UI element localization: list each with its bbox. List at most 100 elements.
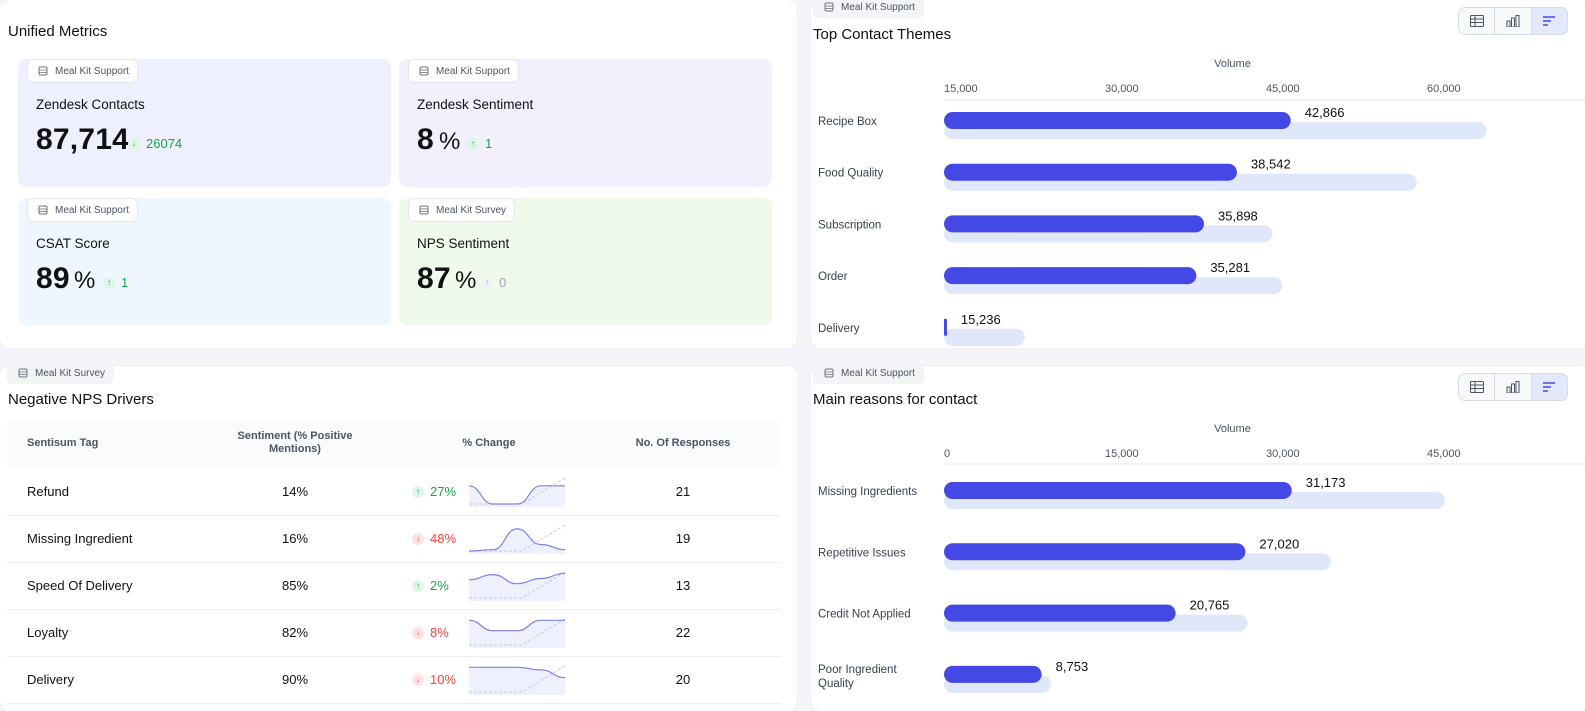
panel-title: Negative NPS Drivers	[8, 391, 154, 408]
sparkline-baseline	[469, 477, 565, 505]
change-value: 8%	[430, 625, 449, 640]
source-label: Meal Kit Support	[55, 65, 129, 77]
sparkline-line	[469, 528, 565, 552]
category-label: Poor Ingredient	[818, 664, 897, 676]
data-label: 27,020	[1259, 536, 1299, 551]
column-header-tag[interactable]: Sentisum Tag	[27, 437, 99, 449]
responses-cell: 22	[675, 625, 691, 640]
sparkline-line	[469, 485, 565, 505]
column-header-sentiment[interactable]: Sentiment (% Positive Mentions)	[237, 430, 353, 455]
arrow-up-icon: ↑	[412, 579, 424, 592]
source-badge[interactable]: Meal Kit Survey	[408, 198, 516, 222]
table-row[interactable]: Loyalty 82% ↓ 8% 22	[7, 610, 781, 657]
data-label: 15,236	[961, 312, 1001, 327]
table-row[interactable]: Speed Of Delivery 85% ↑ 2% 13	[7, 563, 781, 610]
metric-value: 87	[417, 262, 451, 295]
table-view-button[interactable]	[1459, 8, 1496, 34]
panel-title: Main reasons for contact	[813, 391, 978, 408]
table-row[interactable]: Delivery 90% ↓ 10% 20	[7, 657, 781, 704]
sentiment-cell: 16%	[281, 531, 309, 546]
metric-value: 8	[417, 123, 434, 156]
table-view-icon	[1469, 381, 1484, 393]
source-badge[interactable]: Meal Kit Support	[27, 59, 138, 83]
bar-chart-view-button[interactable]	[1495, 374, 1532, 400]
horizontal-bar-icon	[1543, 16, 1556, 26]
x-tick-label: 45,000	[1427, 448, 1461, 460]
view-toggle	[1458, 7, 1568, 35]
sentiment-cell: 82%	[281, 625, 309, 640]
source-label: Meal Kit Support	[55, 204, 129, 216]
bar-chart-view-button[interactable]	[1495, 8, 1532, 34]
database-icon	[18, 368, 28, 378]
category-label: Delivery	[818, 323, 860, 335]
table-row[interactable]: Refund 14% ↑ 27% 21	[7, 469, 781, 516]
unified-metrics-panel: Unified Metrics Meal Kit Support Zendesk…	[0, 0, 797, 348]
metric-unit: %	[455, 267, 477, 294]
x-axis-title: Volume	[1214, 58, 1251, 70]
value-bar	[944, 543, 1246, 561]
source-badge[interactable]: Meal Kit Support	[408, 59, 519, 83]
horizontal-bar-view-button[interactable]	[1531, 374, 1567, 400]
table-row[interactable]: Missing Ingredient 16% ↓ 48% 19	[7, 516, 781, 563]
arrow-up-icon: ↑	[481, 276, 493, 289]
source-label: Meal Kit Survey	[35, 367, 106, 379]
delta-value: 1	[485, 136, 493, 151]
source-badge[interactable]: Meal Kit Support	[813, 366, 924, 384]
change-value: 48%	[430, 531, 457, 546]
top-contact-themes-panel: Meal Kit Support Top Contact Themes Volu…	[811, 0, 1585, 348]
category-label: Subscription	[818, 219, 881, 231]
horizontal-bar-view-button[interactable]	[1531, 8, 1567, 34]
metric-delta: ↑ 0	[481, 275, 506, 290]
table-view-button[interactable]	[1459, 374, 1496, 400]
horizontal-bar-icon	[1543, 382, 1556, 392]
change-cell: ↑ 27%	[412, 484, 456, 499]
value-bar	[944, 215, 1205, 233]
category-label: Food Quality	[818, 168, 883, 180]
category-label: Repetitive Issues	[818, 547, 906, 559]
arrow-down-icon: ↓	[412, 673, 424, 686]
trend-sparkline	[469, 618, 565, 648]
tag-cell: Delivery	[27, 672, 74, 687]
metric-label: CSAT Score	[36, 236, 110, 251]
metric-card-zendesk-sentiment[interactable]: Meal Kit Support Zendesk Sentiment 8 % ↑…	[399, 59, 772, 187]
column-header-responses[interactable]: No. Of Responses	[635, 437, 731, 449]
database-icon	[824, 368, 834, 378]
responses-cell: 20	[675, 672, 691, 687]
negative-nps-drivers-panel: Meal Kit Survey Negative NPS Drivers Sen…	[0, 366, 797, 711]
x-axis-title: Volume	[1214, 423, 1251, 435]
metric-value: 89	[36, 262, 70, 295]
delta-value: 26074	[146, 136, 183, 151]
category-label: Missing Ingredients	[818, 486, 917, 498]
source-label: Meal Kit Support	[841, 1, 915, 13]
sparkline-area	[469, 620, 565, 648]
delta-value: 1	[121, 275, 129, 290]
database-icon	[419, 205, 429, 215]
metric-card-zendesk-contacts[interactable]: Meal Kit Support Zendesk Contacts 87,714…	[18, 59, 391, 187]
category-label: Order	[818, 271, 848, 283]
change-value: 10%	[430, 672, 457, 687]
metric-card-csat-score[interactable]: Meal Kit Support CSAT Score 89 % ↑ 1	[18, 198, 391, 326]
source-badge[interactable]: Meal Kit Support	[27, 198, 138, 222]
panel-title: Unified Metrics	[8, 23, 108, 40]
source-label: Meal Kit Support	[436, 65, 510, 77]
sentiment-cell: 14%	[281, 484, 309, 499]
metric-card-nps-sentiment[interactable]: Meal Kit Survey NPS Sentiment 87 % ↑ 0	[399, 198, 772, 326]
data-label: 35,281	[1210, 260, 1250, 275]
metric-unit: %	[439, 128, 461, 155]
arrow-up-icon: ↑	[103, 276, 115, 289]
arrow-down-icon: ↓	[412, 626, 424, 639]
sparkline-baseline	[469, 665, 565, 693]
source-badge[interactable]: Meal Kit Survey	[7, 366, 115, 384]
column-header-change[interactable]: % Change	[462, 437, 516, 449]
sparkline-area	[469, 528, 565, 554]
x-tick-label: 45,000	[1266, 83, 1300, 95]
change-cell: ↓ 8%	[412, 625, 449, 640]
metric-label: Zendesk Contacts	[36, 97, 145, 112]
panel-title: Top Contact Themes	[813, 26, 952, 43]
responses-cell: 19	[675, 531, 691, 546]
bar-chart-icon	[1506, 381, 1520, 393]
arrow-down-icon: ↓	[412, 532, 424, 545]
source-badge[interactable]: Meal Kit Support	[813, 0, 924, 18]
database-icon	[38, 205, 48, 215]
reasons-bar-chart: Volume 0 15,000 30,000 45,000 Missing Ingredi…	[818, 423, 1585, 693]
